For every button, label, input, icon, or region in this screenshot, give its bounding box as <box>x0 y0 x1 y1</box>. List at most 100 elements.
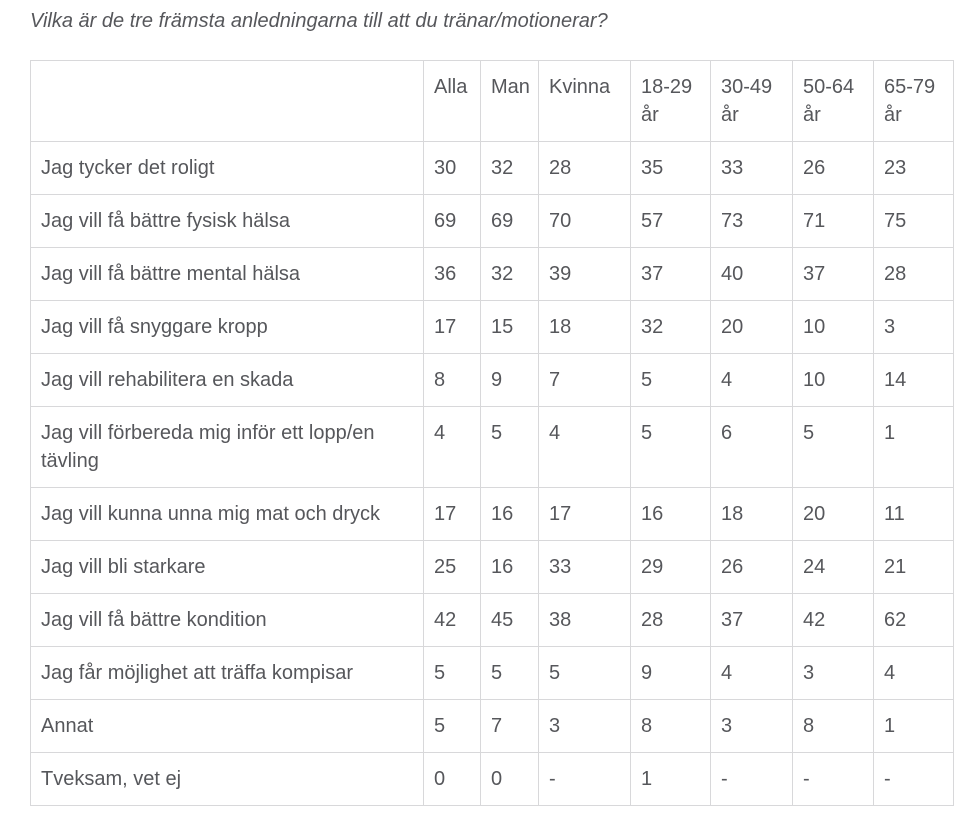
cell-value: 5 <box>423 646 481 700</box>
cell-value: 17 <box>423 300 481 354</box>
row-label: Jag vill få bättre fysisk hälsa <box>30 194 424 248</box>
column-header-65-79: 65-79 år <box>873 60 954 142</box>
cell-value: 35 <box>630 141 711 195</box>
cell-value: 5 <box>538 646 631 700</box>
cell-value: 16 <box>480 540 539 594</box>
row-label: Jag vill få bättre mental hälsa <box>30 247 424 301</box>
cell-value: 3 <box>710 699 793 753</box>
cell-value: 32 <box>630 300 711 354</box>
page-title: Vilka är de tre främsta anledningarna ti… <box>30 10 608 32</box>
cell-value: 21 <box>873 540 954 594</box>
cell-value: 3 <box>792 646 874 700</box>
cell-value: 33 <box>538 540 631 594</box>
table-row: Jag vill kunna unna mig mat och dryck 17… <box>30 487 954 541</box>
row-label: Jag tycker det roligt <box>30 141 424 195</box>
cell-value: 1 <box>873 699 954 753</box>
cell-value: 33 <box>710 141 793 195</box>
cell-value: 0 <box>480 752 539 806</box>
table-row: Jag tycker det roligt 30 32 28 35 33 26 … <box>30 141 954 195</box>
cell-value: 73 <box>710 194 793 248</box>
cell-value: 20 <box>792 487 874 541</box>
cell-value: 32 <box>480 247 539 301</box>
cell-value: 7 <box>480 699 539 753</box>
cell-value: 38 <box>538 593 631 647</box>
row-label: Jag vill bli starkare <box>30 540 424 594</box>
cell-value: 25 <box>423 540 481 594</box>
cell-value: 37 <box>630 247 711 301</box>
cell-value: 42 <box>423 593 481 647</box>
cell-value: 28 <box>873 247 954 301</box>
cell-value: 8 <box>630 699 711 753</box>
table-row: Jag vill få bättre kondition 42 45 38 28… <box>30 593 954 647</box>
cell-value: 45 <box>480 593 539 647</box>
table-row: Jag vill få snyggare kropp 17 15 18 32 2… <box>30 300 954 354</box>
cell-value: 16 <box>480 487 539 541</box>
table-row: Jag får möjlighet att träffa kompisar 5 … <box>30 646 954 700</box>
row-label: Jag vill få snyggare kropp <box>30 300 424 354</box>
cell-value: 4 <box>538 406 631 488</box>
cell-value: 4 <box>873 646 954 700</box>
cell-value: 5 <box>480 646 539 700</box>
cell-value: 9 <box>630 646 711 700</box>
cell-value: - <box>792 752 874 806</box>
cell-value: 9 <box>480 353 539 407</box>
cell-value: 40 <box>710 247 793 301</box>
row-label: Jag får möjlighet att träffa kompisar <box>30 646 424 700</box>
cell-value: 18 <box>538 300 631 354</box>
cell-value: 37 <box>710 593 793 647</box>
cell-value: 36 <box>423 247 481 301</box>
cell-value: 28 <box>538 141 631 195</box>
cell-value: 69 <box>480 194 539 248</box>
cell-value: 15 <box>480 300 539 354</box>
cell-value: 42 <box>792 593 874 647</box>
cell-value: 8 <box>792 699 874 753</box>
table-row: Jag vill förbereda mig inför ett lopp/en… <box>30 406 954 488</box>
cell-value: 17 <box>423 487 481 541</box>
cell-value: 6 <box>710 406 793 488</box>
cell-value: 10 <box>792 300 874 354</box>
cell-value: 57 <box>630 194 711 248</box>
cell-value: 3 <box>538 699 631 753</box>
cell-value: 8 <box>423 353 481 407</box>
cell-value: 23 <box>873 141 954 195</box>
cell-value: - <box>873 752 954 806</box>
cell-value: 11 <box>873 487 954 541</box>
table-row: Tveksam, vet ej 0 0 - 1 - - - <box>30 752 954 806</box>
cell-value: 4 <box>710 353 793 407</box>
cell-value: 4 <box>710 646 793 700</box>
cell-value: 29 <box>630 540 711 594</box>
cell-value: 37 <box>792 247 874 301</box>
cell-value: 62 <box>873 593 954 647</box>
column-header-alla: Alla <box>423 60 481 142</box>
cell-value: 10 <box>792 353 874 407</box>
cell-value: 26 <box>792 141 874 195</box>
cell-value: 75 <box>873 194 954 248</box>
cell-value: 1 <box>630 752 711 806</box>
table-row: Annat 5 7 3 8 3 8 1 <box>30 699 954 753</box>
cell-value: 17 <box>538 487 631 541</box>
cell-value: 18 <box>710 487 793 541</box>
column-header-18-29: 18-29 år <box>630 60 711 142</box>
row-label: Jag vill förbereda mig inför ett lopp/en… <box>30 406 424 488</box>
row-label: Annat <box>30 699 424 753</box>
cell-value: 20 <box>710 300 793 354</box>
table-row: Jag vill få bättre mental hälsa 36 32 39… <box>30 247 954 301</box>
cell-value: - <box>710 752 793 806</box>
cell-value: 1 <box>873 406 954 488</box>
corner-header-cell <box>30 60 424 142</box>
column-header-30-49: 30-49 år <box>710 60 793 142</box>
cell-value: 5 <box>423 699 481 753</box>
cell-value: 30 <box>423 141 481 195</box>
cell-value: 7 <box>538 353 631 407</box>
cell-value: 28 <box>630 593 711 647</box>
cell-value: 16 <box>630 487 711 541</box>
cell-value: 5 <box>630 406 711 488</box>
row-label: Jag vill kunna unna mig mat och dryck <box>30 487 424 541</box>
cell-value: 26 <box>710 540 793 594</box>
cell-value: - <box>538 752 631 806</box>
cell-value: 3 <box>873 300 954 354</box>
cell-value: 5 <box>480 406 539 488</box>
cell-value: 14 <box>873 353 954 407</box>
cell-value: 4 <box>423 406 481 488</box>
